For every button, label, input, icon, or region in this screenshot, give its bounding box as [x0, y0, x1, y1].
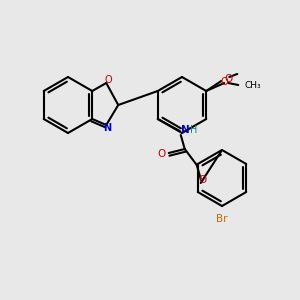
Text: O: O	[158, 149, 166, 159]
Text: Br: Br	[216, 214, 228, 224]
Text: CH₃: CH₃	[244, 80, 261, 89]
Text: N: N	[181, 125, 190, 135]
Text: O: O	[104, 75, 112, 85]
Text: O: O	[220, 77, 228, 87]
Text: O: O	[199, 175, 207, 185]
Text: H: H	[190, 125, 197, 135]
Text: N: N	[103, 123, 111, 133]
Text: O: O	[224, 74, 232, 84]
